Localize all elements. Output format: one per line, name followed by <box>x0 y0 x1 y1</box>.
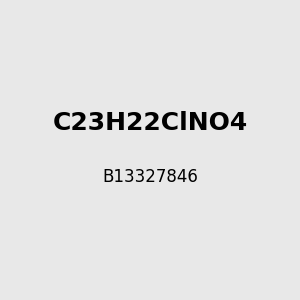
Text: C23H22ClNO4: C23H22ClNO4 <box>52 111 247 135</box>
Text: B13327846: B13327846 <box>102 168 198 186</box>
